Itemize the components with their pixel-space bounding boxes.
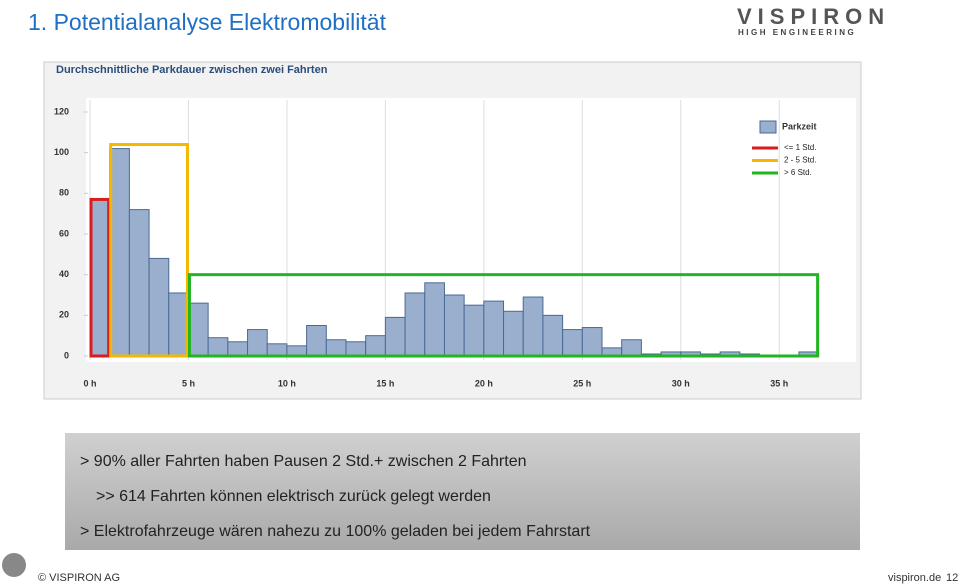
- x-tick-label: 10 h: [278, 378, 296, 388]
- bar: [384, 316, 406, 357]
- logo-sub: HIGH ENGINEERING: [738, 28, 856, 37]
- bar: [109, 148, 130, 357]
- y-tick-label: 60: [59, 228, 69, 238]
- chart-title: Durchschnittliche Parkdauer zwischen zwe…: [56, 64, 328, 76]
- range-box: [89, 197, 111, 358]
- range-box: [187, 273, 820, 358]
- bar: [247, 329, 268, 357]
- bar: [266, 343, 288, 357]
- bar: [424, 282, 445, 357]
- legend-label: 2 - 5 Std.: [784, 156, 816, 165]
- bar: [404, 292, 426, 357]
- bar: [522, 296, 544, 357]
- bar: [621, 339, 642, 357]
- bar: [345, 341, 367, 357]
- bullet: > 90% aller Fahrten haben Pausen 2 Std.+…: [80, 453, 527, 470]
- bar: [148, 257, 170, 357]
- legend-label: > 6 Std.: [784, 168, 812, 177]
- x-tick-label: 0 h: [83, 378, 96, 388]
- footer-right: vispiron.de: [888, 572, 941, 584]
- y-tick-label: 100: [54, 147, 69, 157]
- x-tick-label: 30 h: [672, 378, 690, 388]
- x-tick-label: 25 h: [573, 378, 591, 388]
- legend-label: Parkzeit: [782, 121, 817, 131]
- x-tick-label: 15 h: [376, 378, 394, 388]
- bar: [325, 339, 347, 357]
- bullet: > Elektrofahrzeuge wären nahezu zu 100% …: [80, 523, 591, 540]
- bar: [562, 329, 583, 357]
- bar: [443, 294, 465, 357]
- y-tick-label: 80: [59, 188, 69, 198]
- footer-left: © VISPIRON AG: [38, 572, 120, 584]
- bar: [168, 292, 189, 357]
- y-tick-label: 120: [54, 106, 69, 116]
- bar: [463, 304, 485, 357]
- bar: [227, 341, 249, 357]
- page-number: 12: [946, 572, 958, 584]
- y-tick-label: 0: [64, 350, 69, 360]
- footer-logo: [2, 553, 26, 577]
- text-box: [65, 433, 860, 550]
- y-tick-label: 20: [59, 310, 69, 320]
- bar: [365, 335, 386, 357]
- legend-swatch: [759, 120, 777, 134]
- bar: [483, 300, 505, 357]
- x-tick-label: 20 h: [475, 378, 493, 388]
- bar: [207, 337, 229, 357]
- slide-title: 1. Potentialanalyse Elektromobilität: [28, 9, 387, 35]
- bar: [503, 310, 524, 357]
- y-tick-label: 40: [59, 269, 69, 279]
- bar: [286, 345, 308, 357]
- legend-label: <= 1 Std.: [784, 143, 816, 152]
- range-box: [109, 143, 189, 358]
- bar: [89, 198, 111, 357]
- bar: [542, 314, 564, 357]
- bullet: >> 614 Fahrten können elektrisch zurück …: [96, 488, 491, 505]
- logo: VISPIRON: [737, 4, 890, 29]
- bar: [306, 325, 327, 357]
- x-tick-label: 35 h: [770, 378, 788, 388]
- x-tick-label: 5 h: [182, 378, 195, 388]
- bar: [128, 209, 150, 357]
- bar: [187, 302, 209, 357]
- bar: [581, 327, 603, 357]
